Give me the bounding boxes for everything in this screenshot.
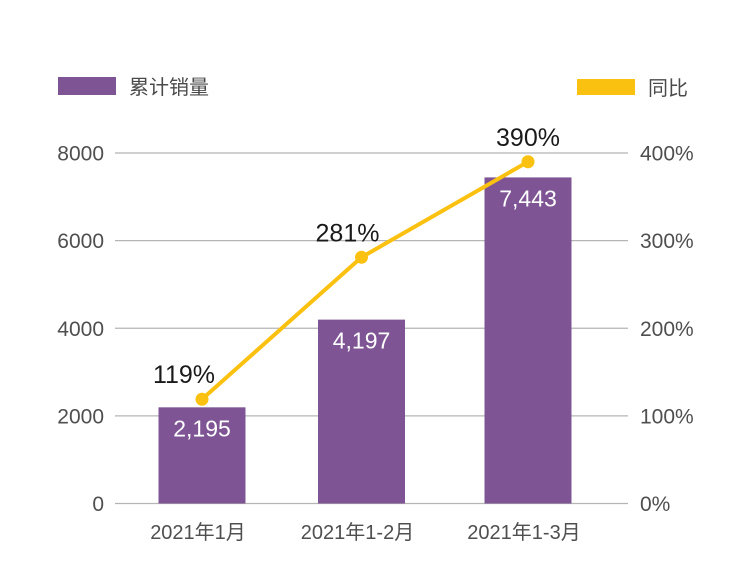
- x-axis-category-label: 2021年1-3月: [467, 521, 580, 544]
- left-axis-tick-label: 2000: [57, 405, 104, 428]
- bar: [484, 177, 572, 504]
- bar-value-label: 7,443: [499, 185, 557, 211]
- left-axis-tick-label: 6000: [57, 230, 104, 253]
- bar-series-swatch-icon: [58, 76, 116, 95]
- right-axis-tick-label: 100%: [640, 405, 694, 428]
- line-value-label: 281%: [316, 219, 380, 247]
- left-axis-tick-label: 4000: [57, 318, 104, 341]
- bar-value-label: 2,195: [173, 415, 231, 441]
- bar: [158, 407, 246, 504]
- legend-item-cumulative-sales: 累计销量: [58, 71, 209, 100]
- bar-series-legend-label: 累计销量: [129, 77, 209, 99]
- right-axis-tick-label: 200%: [640, 318, 694, 341]
- line-value-label: 119%: [153, 361, 215, 389]
- right-axis-tick-label: 0%: [640, 493, 670, 516]
- line-series-legend-label: 同比: [648, 78, 688, 100]
- legend-item-yoy: 同比: [577, 72, 688, 101]
- line-point: [355, 250, 368, 264]
- left-axis-tick-label: 0: [92, 493, 104, 516]
- left-axis-tick-label: 8000: [57, 143, 104, 166]
- line-value-label: 390%: [496, 124, 560, 152]
- x-axis-category-label: 2021年1月: [150, 521, 246, 544]
- line-series-swatch-icon: [577, 78, 635, 95]
- right-axis-tick-label: 300%: [640, 230, 694, 253]
- bar-value-label: 4,197: [333, 328, 391, 354]
- line-point: [521, 155, 535, 169]
- x-axis-category-label: 2021年1-2月: [301, 521, 414, 544]
- line-point: [195, 392, 209, 406]
- bar: [318, 319, 405, 504]
- right-axis-tick-label: 400%: [640, 143, 694, 166]
